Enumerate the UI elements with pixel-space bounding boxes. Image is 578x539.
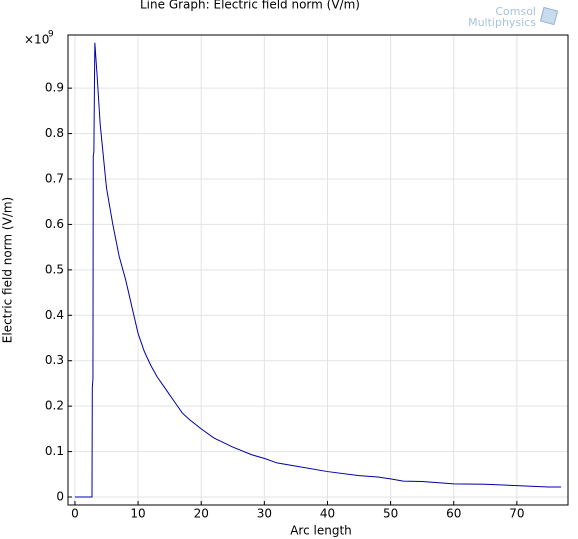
plot-frame [67,34,569,506]
y-tick-label: 0.4 [45,308,64,322]
y-tick-label: 0.1 [45,444,64,458]
x-tick-label: 70 [509,507,524,521]
logo: Comsol Multiphysics [468,5,559,29]
y-tick-label: 0.7 [45,172,64,186]
y-multiplier: ×10 [24,33,49,47]
y-tick-label: 0 [56,490,64,504]
x-tick-label: 40 [320,507,335,521]
y-tick-label: 0.3 [45,353,64,367]
y-tick-label: 0.6 [45,217,64,231]
data-line [74,42,562,498]
x-tick-label: 30 [257,507,272,521]
x-tick-label: 50 [383,507,398,521]
logo-text: Comsol [495,5,536,18]
x-tick-label: 10 [130,507,145,521]
chart-title: Line Graph: Electric field norm (V/m) [140,0,360,12]
y-tick-label: 0.2 [45,399,64,413]
y-tick-label: 0.9 [45,81,64,95]
x-tick-label: 60 [446,507,461,521]
logo-icon [539,6,559,26]
y-tick-label: 0.5 [45,262,64,276]
x-tick-label: 20 [194,507,209,521]
x-axis-label: Arc length [290,524,352,538]
x-tick-label: 0 [71,507,79,521]
y-tick-label: 0.8 [45,126,64,140]
y-multiplier-exponent: 9 [48,30,54,40]
logo-text: Multiphysics [468,16,536,29]
y-axis-label: Electric field norm (V/m) [1,197,15,343]
